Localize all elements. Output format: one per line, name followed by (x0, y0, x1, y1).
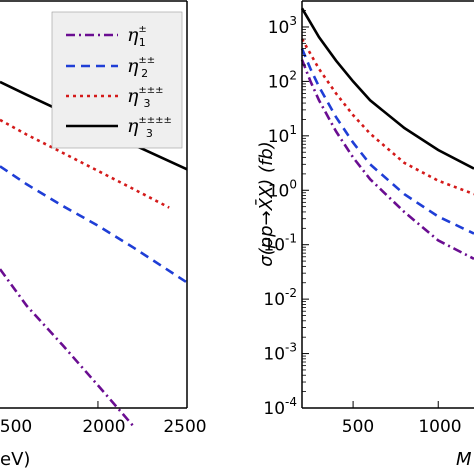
right-x-ticks (352, 401, 439, 408)
series-line-right-1 (300, 59, 474, 260)
legend-entry-4: η±±±± 3 (66, 115, 172, 140)
legend-label-eta1: η± 1 (127, 24, 147, 49)
legend-entry-1: η± 1 (66, 24, 147, 49)
series-line-right-4 (300, 7, 474, 170)
right-y-ticks (302, 10, 309, 409)
legend-entry-3: η±±± 3 (66, 85, 164, 110)
right-y-axis-label: σ(pp→X̄X) (fb) (255, 141, 277, 267)
right-x-tick-label-1: 1000 (418, 417, 461, 437)
right-x-axis-label: M (456, 449, 472, 470)
right-y-tick-label-3: 10-1 (263, 232, 297, 256)
right-y-tick-label-7: 103 (268, 14, 297, 38)
right-y-tick-labels: 10-4 10-3 10-2 10-1 100 101 102 103 (263, 14, 297, 419)
series-line-left-1 (0, 268, 135, 428)
left-x-tick-label-1: 2000 (82, 417, 125, 437)
series-line-right-3 (300, 38, 474, 196)
right-y-tick-label-6: 102 (268, 68, 297, 92)
legend-box (51, 11, 183, 149)
legend: η± 1 η±± 2 η±±± 3 η±±±± 3 (51, 11, 183, 149)
legend-entry-2: η±± 2 (66, 55, 155, 80)
series-line-left-2 (0, 165, 188, 284)
legend-label-eta2: η±± 2 (127, 55, 155, 80)
legend-label-eta3: η±±± 3 (127, 85, 164, 110)
right-plot-area (300, 7, 474, 260)
legend-label-eta4: η±±±± 3 (127, 115, 172, 140)
right-y-tick-label-0: 10-4 (263, 395, 297, 419)
left-x-ticks (97, 401, 188, 408)
right-y-tick-label-2: 10-2 (263, 286, 297, 310)
series-line-right-2 (300, 48, 474, 235)
left-x-tick-label-0: 500 (0, 417, 32, 437)
right-y-tick-label-5: 101 (268, 123, 297, 147)
left-panel: 500 2000 2500 eV) η± 1 η±± 2 η±±± 3 η±±±± 3 (0, 0, 207, 470)
right-x-tick-label-0: 500 (342, 417, 374, 437)
right-panel: 10-4 10-3 10-2 10-1 100 101 102 103 500 1000 σ(… (255, 0, 474, 470)
left-x-axis-label: eV) (0, 449, 30, 470)
right-y-tick-label-1: 10-3 (263, 341, 297, 365)
right-y-tick-label-4: 100 (268, 177, 297, 201)
left-x-tick-label-2: 2500 (163, 417, 206, 437)
